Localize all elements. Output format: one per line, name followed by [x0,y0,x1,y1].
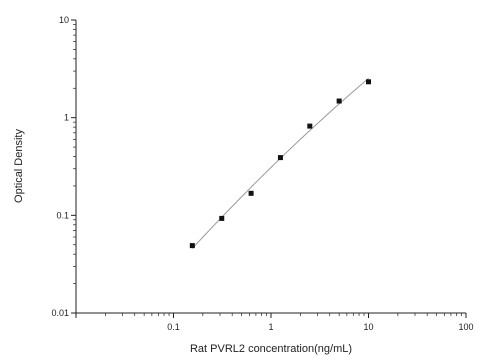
data-point [366,79,371,85]
x-tick-label: 10 [363,322,373,332]
plot-area: 0.01 0.1 1 10 0.1 1 10 100 [51,15,473,332]
data-point [336,98,342,104]
x-tick-label: 1 [268,322,273,332]
data-point [189,243,195,249]
y-tick-label: 1 [64,113,69,123]
data-point [277,155,283,161]
y-tick-label: 0.01 [51,308,69,318]
fitted-curve [191,78,369,249]
data-point [219,215,225,221]
y-tick-label: 0.1 [56,210,69,220]
data-points [189,79,371,249]
x-tick-label: 0.1 [167,322,180,332]
y-axis-ticks: 0.01 0.1 1 10 [51,15,76,318]
y-axis-title: Optical Density [13,129,25,203]
data-point [307,123,313,129]
x-axis-ticks: 0.1 1 10 100 [75,313,474,332]
y-tick-label: 10 [59,15,69,25]
data-point [248,190,254,196]
x-tick-label: 100 [458,322,473,332]
x-axis-title: Rat PVRL2 concentration(ng/mL) [190,343,352,355]
